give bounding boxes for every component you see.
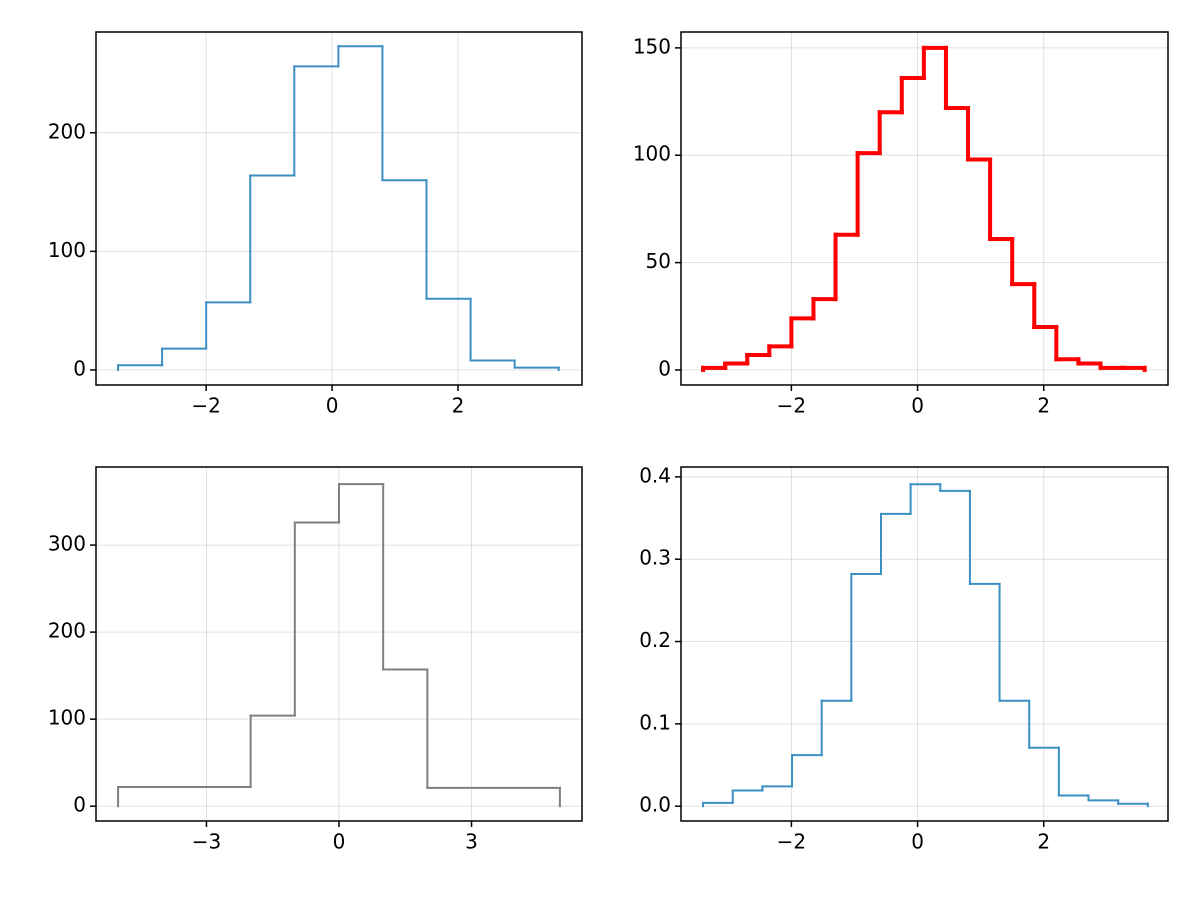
x-tick-label: 0 <box>326 394 339 418</box>
y-tick-label: 0 <box>73 356 86 380</box>
x-tick-label: −2 <box>191 394 220 418</box>
y-tick-label: 0 <box>658 356 671 380</box>
y-tick-label: 0.1 <box>639 710 671 734</box>
y-tick-label: 200 <box>48 119 86 143</box>
y-tick-label: 100 <box>48 706 86 730</box>
x-tick-label: −2 <box>777 830 806 854</box>
y-tick-label: 0.4 <box>639 463 671 487</box>
x-tick-label: 0 <box>911 394 924 418</box>
x-tick-label: −3 <box>192 830 221 854</box>
plot-frame <box>95 466 583 822</box>
y-tick-label: 150 <box>633 34 671 58</box>
panel: −2 0 2 0 100 200 <box>48 31 583 418</box>
x-tick-label: 0 <box>333 830 346 854</box>
x-tick-label: 2 <box>1037 394 1050 418</box>
y-tick-label: 100 <box>48 238 86 262</box>
y-tick-label: 0.3 <box>639 546 671 570</box>
y-tick-label: 100 <box>633 142 671 166</box>
panel: −3 0 3 0 100 200 300 <box>48 466 583 854</box>
y-tick-label: 200 <box>48 619 86 643</box>
x-tick-label: −2 <box>777 394 806 418</box>
plot-frame <box>680 31 1169 386</box>
y-tick-label: 0 <box>73 793 86 817</box>
x-tick-label: 2 <box>1037 830 1050 854</box>
y-tick-label: 300 <box>48 532 86 556</box>
y-tick-label: 0.0 <box>639 793 671 817</box>
x-tick-label: 0 <box>911 830 924 854</box>
y-tick-label: 50 <box>646 249 671 273</box>
plot-frame <box>680 466 1169 822</box>
y-tick-label: 0.2 <box>639 628 671 652</box>
panel: −2 0 2 0.0 0.1 0.2 0.3 0.4 <box>639 463 1169 854</box>
x-tick-label: 3 <box>465 830 478 854</box>
x-tick-label: 2 <box>452 394 465 418</box>
panel: −2 0 2 0 50 100 150 <box>633 31 1169 418</box>
plot-frame <box>95 31 583 386</box>
